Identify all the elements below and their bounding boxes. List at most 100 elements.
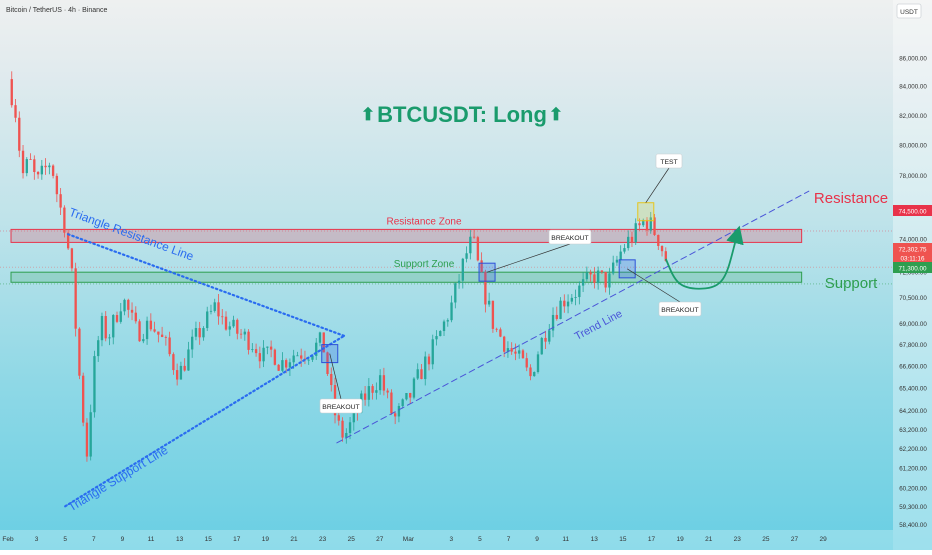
candle	[593, 274, 596, 283]
candle	[25, 159, 28, 174]
candle	[142, 339, 145, 342]
triangle-support-line	[64, 334, 346, 508]
candle	[465, 253, 468, 259]
x-tick-label: 5	[63, 536, 67, 543]
x-tick-label: 17	[233, 536, 241, 543]
y-tick-label: 86,000.00	[899, 55, 927, 62]
candle	[634, 223, 637, 243]
candle	[123, 299, 126, 312]
candle	[352, 410, 355, 423]
x-tick-label: 15	[205, 536, 213, 543]
triangle-resistance-line	[66, 233, 346, 337]
price-badge	[893, 243, 932, 254]
candle	[461, 258, 464, 281]
breakout-callout-label: BREAKOUT	[661, 307, 698, 314]
candle	[239, 333, 243, 335]
title-up-arrow-left-icon: ⬆	[361, 105, 375, 124]
candle	[221, 316, 224, 318]
x-tick-label: 13	[176, 536, 184, 543]
candle	[506, 348, 510, 352]
candle	[533, 371, 536, 377]
candle	[172, 354, 175, 371]
candle	[446, 320, 449, 322]
breakout-callout	[658, 301, 702, 317]
candle	[247, 331, 250, 350]
y-tick-label: 61,200.00	[899, 466, 927, 473]
support-zone-label: Support Zone	[394, 259, 455, 270]
support-zone	[10, 271, 803, 283]
y-tick-label: 74,000.00	[899, 237, 927, 244]
candle	[424, 356, 427, 380]
x-tick-label: 27	[376, 536, 384, 543]
candle	[487, 300, 491, 305]
price-badge-label: 71,300.00	[898, 266, 927, 273]
candle	[119, 311, 122, 322]
candle	[378, 375, 382, 391]
x-tick-label: 27	[791, 536, 799, 543]
candle	[311, 355, 314, 360]
currency-badge[interactable]: USDT	[896, 3, 922, 19]
candle	[600, 270, 604, 273]
x-tick-label: 7	[507, 536, 511, 543]
candle	[540, 337, 543, 355]
candle	[138, 321, 141, 342]
x-tick-label: 23	[319, 536, 327, 543]
y-tick-label: 64,200.00	[899, 408, 927, 415]
candle	[326, 352, 329, 374]
resistance-zone	[10, 228, 803, 243]
x-tick-label: 11	[148, 536, 155, 543]
y-tick-label: 72,000.00	[899, 270, 927, 277]
candle	[33, 159, 36, 173]
breakout-callout	[548, 229, 592, 245]
candle	[596, 270, 600, 283]
y-tick-label: 67,800.00	[899, 342, 927, 349]
candle	[262, 347, 265, 362]
candle	[363, 393, 367, 400]
candle	[108, 337, 111, 339]
candle	[153, 329, 156, 332]
breakout-callout	[319, 398, 363, 414]
candle	[269, 346, 273, 350]
candle	[589, 272, 592, 275]
candle	[228, 326, 231, 330]
candle	[59, 194, 62, 208]
candle	[566, 301, 570, 307]
candle	[367, 386, 371, 400]
candle	[371, 386, 374, 393]
candle	[18, 117, 21, 151]
candle	[499, 329, 502, 337]
candle	[416, 369, 419, 379]
candle	[36, 172, 40, 175]
x-tick-label: 25	[762, 536, 770, 543]
candle	[450, 302, 453, 321]
candle	[164, 336, 168, 338]
candle	[348, 422, 352, 433]
candle	[292, 355, 295, 363]
candle	[14, 105, 17, 118]
candle	[191, 336, 194, 350]
candle	[44, 165, 47, 168]
y-tick-label: 63,200.00	[899, 427, 927, 434]
y-tick-label: 60,200.00	[899, 486, 927, 493]
symbol-label: Bitcoin / TetherUS · 4h · Binance	[6, 7, 108, 14]
candle	[393, 413, 397, 417]
candle	[454, 283, 457, 303]
support-label: Support	[825, 275, 878, 292]
candle	[307, 359, 310, 361]
candle	[664, 251, 667, 261]
candle	[615, 259, 619, 263]
candle	[431, 339, 434, 365]
candle	[209, 310, 213, 312]
candle	[619, 251, 622, 260]
candle	[224, 316, 228, 330]
candle	[551, 314, 555, 331]
callout-pointer	[645, 167, 670, 203]
candle	[630, 236, 634, 243]
candle	[187, 349, 190, 371]
candle	[578, 285, 581, 298]
candle	[70, 248, 74, 269]
projected-path-arrow	[664, 225, 744, 290]
candle	[134, 312, 137, 322]
candle	[10, 79, 13, 106]
